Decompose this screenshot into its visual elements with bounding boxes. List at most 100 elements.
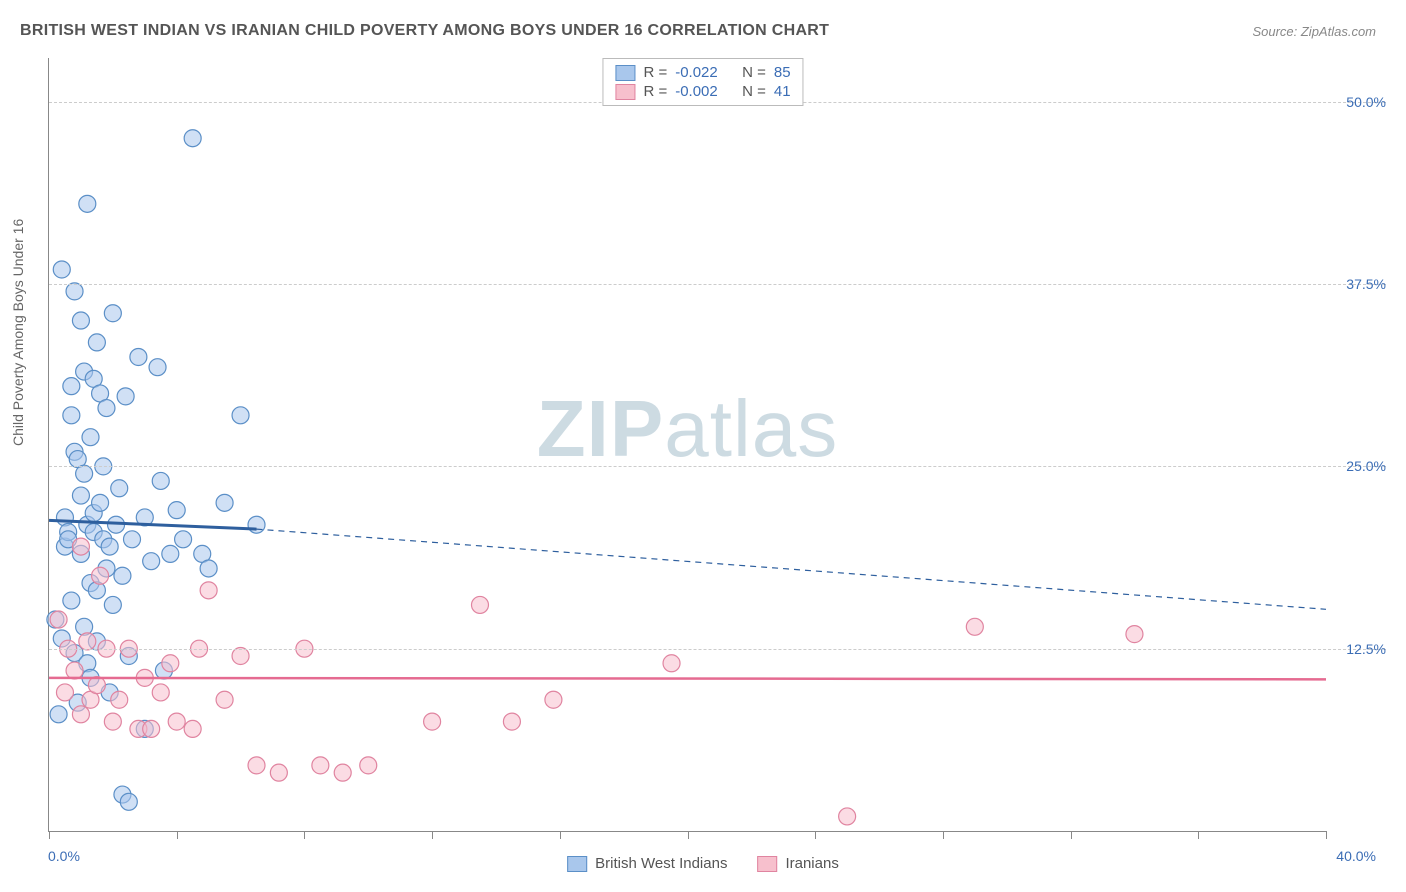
scatter-point xyxy=(143,720,160,737)
scatter-point xyxy=(72,538,89,555)
scatter-point xyxy=(66,283,83,300)
scatter-point xyxy=(82,429,99,446)
r-value-2: -0.002 xyxy=(675,83,718,100)
scatter-point xyxy=(248,516,265,533)
scatter-point xyxy=(124,531,141,548)
scatter-point xyxy=(232,407,249,424)
swatch-blue xyxy=(615,65,635,81)
scatter-point xyxy=(149,359,166,376)
n-value-2: 41 xyxy=(774,83,791,100)
scatter-point xyxy=(200,560,217,577)
scatter-point xyxy=(79,633,96,650)
scatter-point xyxy=(50,706,67,723)
gridline xyxy=(49,649,1386,650)
scatter-point xyxy=(53,261,70,278)
scatter-point xyxy=(117,388,134,405)
scatter-point xyxy=(184,720,201,737)
scatter-point xyxy=(503,713,520,730)
scatter-point xyxy=(162,655,179,672)
gridline xyxy=(49,466,1386,467)
scatter-point xyxy=(168,502,185,519)
scatter-point xyxy=(168,713,185,730)
x-tick xyxy=(1071,831,1072,839)
scatter-point xyxy=(104,305,121,322)
x-tick xyxy=(432,831,433,839)
n-value-1: 85 xyxy=(774,64,791,81)
scatter-point xyxy=(966,618,983,635)
plot-svg xyxy=(49,58,1326,831)
n-label-2: N = xyxy=(742,83,766,100)
scatter-point xyxy=(216,691,233,708)
chart-container: BRITISH WEST INDIAN VS IRANIAN CHILD POV… xyxy=(0,0,1406,892)
source-attribution: Source: ZipAtlas.com xyxy=(1252,24,1376,39)
scatter-point xyxy=(424,713,441,730)
scatter-point xyxy=(111,691,128,708)
scatter-point xyxy=(72,487,89,504)
scatter-point xyxy=(152,472,169,489)
scatter-point xyxy=(162,545,179,562)
scatter-point xyxy=(92,494,109,511)
scatter-point xyxy=(216,494,233,511)
x-tick xyxy=(815,831,816,839)
scatter-point xyxy=(334,764,351,781)
scatter-point xyxy=(360,757,377,774)
scatter-point xyxy=(143,553,160,570)
scatter-point xyxy=(56,684,73,701)
legend-item-1: British West Indians xyxy=(567,855,727,872)
r-value-1: -0.022 xyxy=(675,64,718,81)
bottom-legend: British West Indians Iranians xyxy=(567,855,839,872)
scatter-point xyxy=(101,538,118,555)
x-tick-max: 40.0% xyxy=(1336,848,1376,864)
x-tick xyxy=(304,831,305,839)
scatter-point xyxy=(545,691,562,708)
scatter-point xyxy=(111,480,128,497)
x-tick xyxy=(688,831,689,839)
scatter-point xyxy=(120,793,137,810)
x-tick xyxy=(1326,831,1327,839)
scatter-point xyxy=(72,706,89,723)
stat-legend: R = -0.022 N = 85 R = -0.002 N = 41 xyxy=(602,58,803,106)
legend-swatch-blue xyxy=(567,856,587,872)
scatter-point xyxy=(50,611,67,628)
scatter-point xyxy=(175,531,192,548)
scatter-point xyxy=(98,400,115,417)
stat-row-2: R = -0.002 N = 41 xyxy=(615,82,790,101)
x-tick xyxy=(560,831,561,839)
scatter-point xyxy=(152,684,169,701)
legend-swatch-pink xyxy=(757,856,777,872)
x-tick-min: 0.0% xyxy=(48,848,80,864)
scatter-point xyxy=(76,465,93,482)
scatter-point xyxy=(63,407,80,424)
scatter-point xyxy=(104,713,121,730)
scatter-point xyxy=(663,655,680,672)
swatch-pink xyxy=(615,84,635,100)
scatter-point xyxy=(72,312,89,329)
r-label-1: R = xyxy=(643,64,667,81)
x-tick xyxy=(943,831,944,839)
stat-row-1: R = -0.022 N = 85 xyxy=(615,63,790,82)
scatter-point xyxy=(92,567,109,584)
gridline xyxy=(49,284,1386,285)
y-tick-label: 12.5% xyxy=(1346,641,1386,657)
scatter-point xyxy=(79,195,96,212)
scatter-point xyxy=(270,764,287,781)
scatter-point xyxy=(839,808,856,825)
scatter-point xyxy=(130,348,147,365)
scatter-point xyxy=(63,592,80,609)
y-tick-label: 50.0% xyxy=(1346,94,1386,110)
scatter-point xyxy=(200,582,217,599)
x-tick xyxy=(177,831,178,839)
x-tick xyxy=(1198,831,1199,839)
x-tick xyxy=(49,831,50,839)
trend-line-dashed xyxy=(257,529,1326,609)
legend-item-2: Iranians xyxy=(757,855,838,872)
scatter-point xyxy=(104,596,121,613)
scatter-point xyxy=(232,647,249,664)
plot-area: ZIPatlas 12.5%25.0%37.5%50.0% xyxy=(48,58,1326,832)
scatter-point xyxy=(66,662,83,679)
scatter-point xyxy=(312,757,329,774)
scatter-point xyxy=(248,757,265,774)
y-axis-label: Child Poverty Among Boys Under 16 xyxy=(10,219,26,446)
n-label-1: N = xyxy=(742,64,766,81)
r-label-2: R = xyxy=(643,83,667,100)
